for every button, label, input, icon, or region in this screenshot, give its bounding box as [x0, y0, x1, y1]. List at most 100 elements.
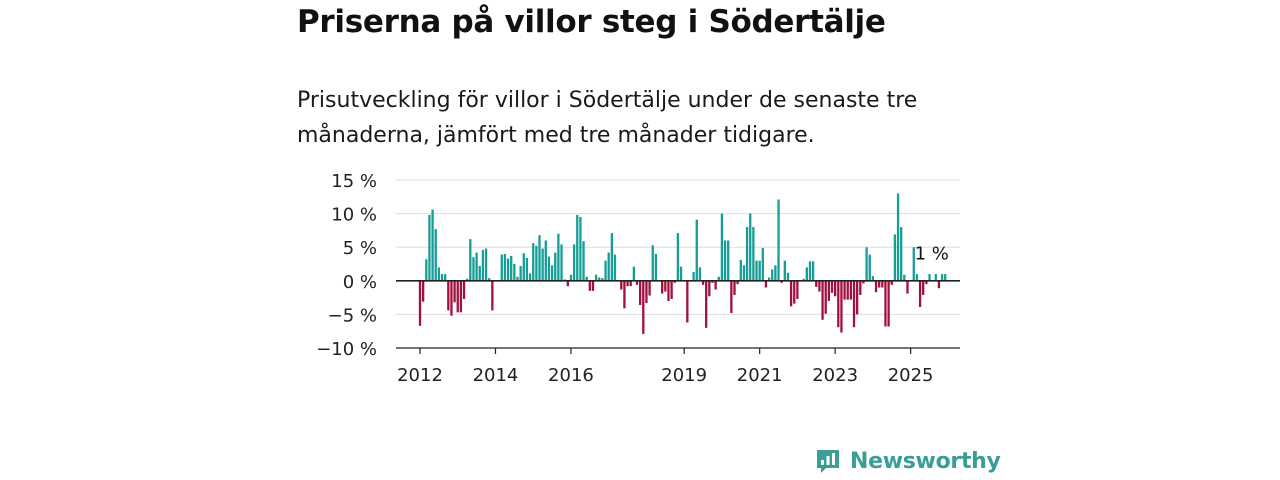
bar [752, 227, 755, 281]
bar [513, 264, 516, 281]
bar [692, 272, 695, 281]
bar [550, 265, 554, 281]
bar [532, 243, 535, 281]
bar [447, 280, 450, 311]
bar [667, 280, 670, 301]
bar [544, 240, 547, 281]
bar [418, 280, 422, 326]
bar [761, 247, 764, 281]
bar [610, 233, 613, 281]
bar [865, 247, 868, 281]
bar [664, 280, 667, 292]
bar [535, 245, 538, 281]
bar [645, 280, 648, 303]
bar [896, 193, 900, 281]
bar [890, 280, 893, 285]
bar [478, 266, 481, 281]
bar [591, 280, 595, 291]
y-tick-label: 0 % [343, 272, 377, 293]
bar [723, 240, 727, 281]
bar [833, 280, 837, 297]
bar [654, 253, 658, 281]
bar [462, 280, 466, 299]
bar [862, 280, 865, 284]
bar [915, 274, 919, 281]
bar [472, 257, 475, 281]
y-tick-label: 15 % [331, 171, 377, 192]
bar [934, 274, 937, 281]
x-tick-label: 2016 [548, 365, 594, 386]
bar [900, 227, 903, 281]
x-tick-label: 2014 [473, 365, 519, 386]
axes [396, 279, 960, 354]
bar [538, 235, 541, 281]
bar [796, 280, 799, 299]
bar [736, 280, 739, 285]
bar [830, 280, 834, 293]
bar [720, 213, 724, 281]
bar [843, 280, 846, 300]
bar [906, 280, 909, 294]
bar [745, 227, 749, 281]
bar [749, 213, 752, 281]
bar [453, 280, 456, 303]
bar [547, 256, 551, 281]
bar [903, 274, 906, 281]
bar [808, 261, 812, 281]
bar [881, 280, 884, 288]
bar [714, 280, 717, 290]
bar [629, 280, 632, 287]
bar [588, 280, 591, 291]
bar [887, 280, 890, 327]
bar [852, 280, 856, 328]
bar [557, 233, 560, 281]
bar [859, 280, 862, 295]
bar [739, 259, 742, 281]
bar [793, 280, 796, 304]
bar [579, 216, 582, 281]
bar [642, 280, 645, 334]
bar [758, 260, 761, 281]
bar [598, 277, 601, 281]
bar [626, 280, 629, 287]
value-annotation: 1 % [915, 243, 949, 264]
bar [856, 280, 859, 315]
bar [937, 280, 941, 289]
bar [815, 280, 818, 287]
bar [604, 260, 607, 281]
bar [459, 280, 463, 313]
bar [607, 252, 610, 281]
bar [777, 199, 780, 281]
bar [522, 253, 525, 281]
bar [837, 280, 840, 328]
bar [783, 260, 786, 281]
bar [821, 280, 824, 320]
bar [456, 280, 459, 313]
bar [742, 265, 746, 281]
y-tick-label: 5 % [343, 238, 377, 259]
bar [824, 280, 827, 314]
bar [695, 219, 698, 281]
bar [572, 244, 576, 281]
bar [437, 267, 441, 281]
bar [871, 276, 875, 281]
bar [491, 280, 494, 311]
bar [686, 280, 689, 323]
bar [884, 280, 887, 327]
bar [673, 280, 676, 283]
bar [676, 233, 680, 281]
tick-labels: 15 % 10 % 5 % 0 % −5 % −10 % 2012 2014 2016 2019 2… [316, 171, 949, 386]
bar [466, 278, 469, 281]
bar [566, 280, 569, 287]
bar [623, 280, 626, 309]
bar [444, 274, 447, 281]
bar [528, 273, 532, 281]
bar [928, 274, 931, 281]
brand-logo[interactable]: Newsworthy [815, 445, 1001, 477]
chart-subtitle: Prisutveckling för villor i Södertälje u… [297, 88, 918, 148]
bar [730, 280, 733, 314]
bar [576, 214, 579, 281]
bar [525, 257, 529, 281]
bar [582, 241, 585, 281]
